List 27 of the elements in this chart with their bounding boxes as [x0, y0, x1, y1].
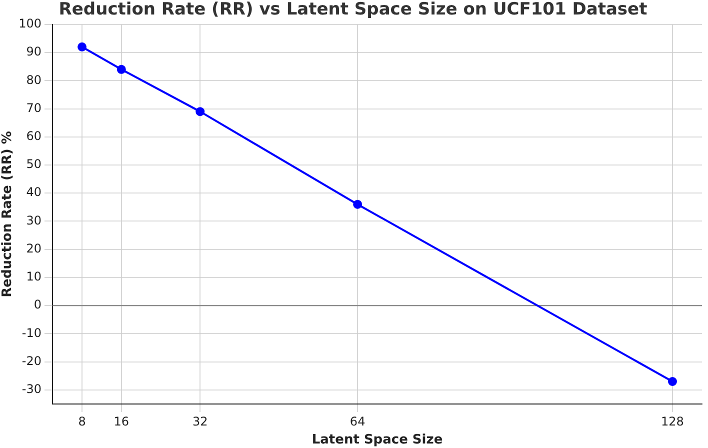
chart-title: Reduction Rate (RR) vs Latent Space Size on UCF101 Dataset	[58, 0, 648, 20]
point	[116, 64, 126, 74]
y-tick-label: 30	[26, 213, 42, 228]
y-tick-label: 50	[26, 157, 42, 172]
y-tick-label: -20	[22, 354, 42, 368]
x-tick-label: 16	[114, 414, 130, 428]
point	[668, 377, 677, 386]
x-tick-label: 32	[192, 414, 208, 428]
y-tick-label: -30	[22, 382, 42, 396]
y-tick-label: 20	[26, 241, 42, 256]
point	[353, 200, 362, 209]
y-axis-title: Reduction Rate (RR) %	[0, 131, 16, 298]
y-tick-label: 100	[18, 16, 42, 31]
x-axis-title: Latent Space Size	[312, 432, 443, 448]
y-tick-label: 60	[26, 129, 42, 143]
y-tick-label: 80	[26, 72, 42, 87]
x-tick-label: 128	[661, 414, 684, 428]
y-tick-label: 40	[26, 185, 42, 200]
x-tick-label: 64	[350, 414, 366, 428]
y-tick-label: 70	[26, 100, 42, 115]
point	[78, 42, 87, 52]
x-tick-label: 8	[78, 414, 86, 428]
point	[196, 107, 205, 116]
y-tick-label: 90	[26, 44, 42, 59]
y-tick-label: -10	[22, 326, 42, 340]
y-tick-label: 0	[34, 298, 42, 312]
y-tick-label: 10	[26, 270, 42, 284]
